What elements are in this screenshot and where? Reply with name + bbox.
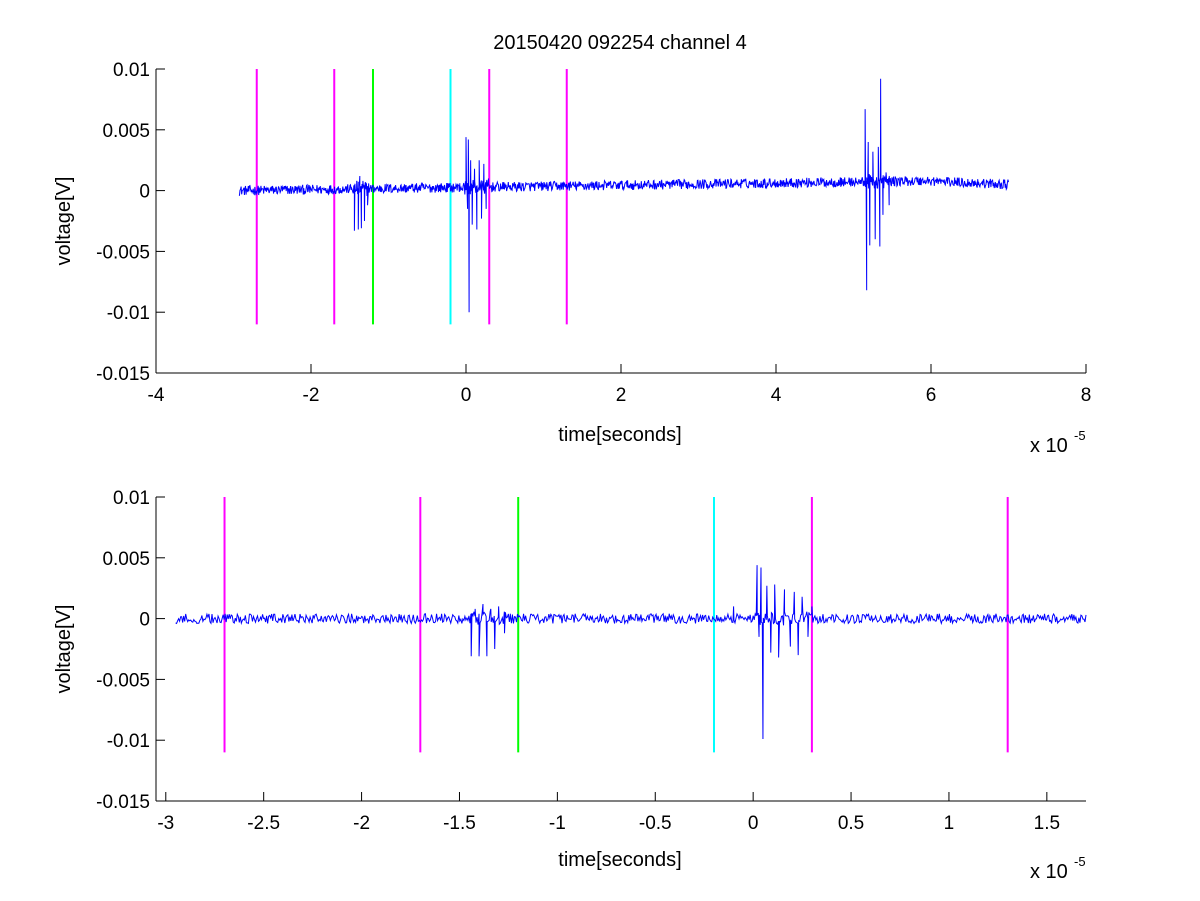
plot-area-bottom: -3 -2.5 -2 -1.5 -1 -0.5 0 0.5 1 1.5 -0.015 -0.01 -0.… [96,488,1087,834]
x-tick-label: 8 [1081,385,1092,406]
y-tick-label: 0.005 [102,549,150,570]
x-exponent-label: x 10 [1030,435,1068,457]
y-tick-label: 0.01 [113,60,150,81]
x-tick-label: 0.5 [838,813,864,834]
x-tick-label: 1 [944,813,955,834]
x-exponent-power: -5 [1074,854,1086,869]
y-axis-label: voltage[V] [53,177,75,266]
x-tick-label: 6 [926,385,937,406]
y-tick-label: 0.005 [102,121,150,142]
y-tick-label: -0.01 [107,303,150,324]
y-tick-label: -0.01 [107,731,150,752]
y-tick-label: -0.015 [96,792,150,813]
x-tick-label: 4 [771,385,782,406]
x-axis-label: time[seconds] [558,849,681,871]
x-tick-label: -3 [157,813,174,834]
chart-title: 20150420 092254 channel 4 [493,32,747,54]
chart-bottom: -3 -2.5 -2 -1.5 -1 -0.5 0 0.5 1 1.5 -0.015 -0.01 -0.… [53,488,1087,883]
x-exponent-power: -5 [1074,428,1086,443]
x-tick-label: -4 [148,385,165,406]
signal-trace [238,78,1009,313]
x-tick-label: 0 [748,813,759,834]
x-tick-label: -2 [303,385,320,406]
x-tick-label: 0 [461,385,472,406]
chart-top: 20150420 092254 channel 4 -4 -2 0 2 4 6 8 -0.01… [53,32,1091,457]
x-exponent-label: x 10 [1030,861,1068,883]
y-tick-label: 0 [139,610,150,631]
y-tick-label: 0 [139,182,150,203]
x-tick-label: -0.5 [639,813,672,834]
y-tick-label: 0.01 [113,488,150,509]
y-tick-label: -0.005 [96,242,150,263]
x-tick-label: -2 [353,813,370,834]
plot-area-top: -4 -2 0 2 4 6 8 -0.015 -0.01 -0.005 0 0.005 0.01 [96,60,1091,406]
x-tick-label: -1 [549,813,566,834]
y-axis-label: voltage[V] [53,605,75,694]
x-tick-label: 2 [616,385,627,406]
x-tick-label: -2.5 [247,813,280,834]
y-tick-label: -0.005 [96,670,150,691]
y-tick-label: -0.015 [96,364,150,385]
signal-trace [175,565,1087,739]
x-tick-label: 1.5 [1034,813,1060,834]
x-axis-label: time[seconds] [558,424,681,446]
x-tick-label: -1.5 [443,813,476,834]
